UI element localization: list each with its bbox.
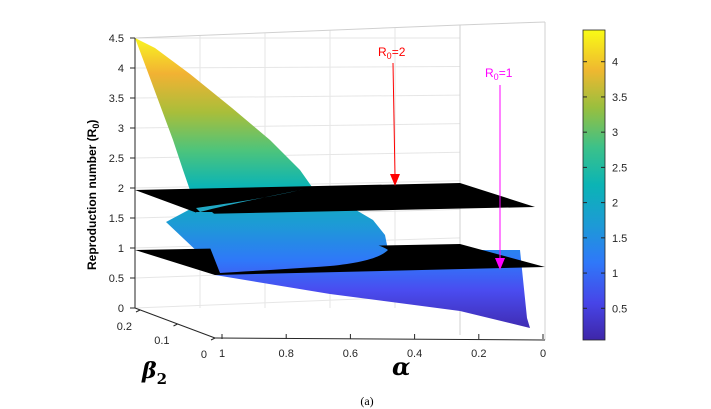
z-tick-label: 4.5 xyxy=(109,33,124,45)
beta-tick-label: 0.1 xyxy=(154,335,169,347)
z-axis-ticks: 0 0.5 1 1.5 2 2.5 3 3.5 4 4.5 xyxy=(109,33,135,315)
colorbar-tick-label: 1.5 xyxy=(612,233,627,245)
colorbar: 0.5 1 1.5 2 2.5 3 3.5 4 xyxy=(582,29,627,341)
z-tick-label: 1 xyxy=(118,243,124,255)
colorbar-tick-label: 0.5 xyxy=(612,303,627,315)
svg-text:R0=1: R0=1 xyxy=(485,66,513,82)
beta-tick-mark xyxy=(210,337,216,341)
z-tick-label: 3 xyxy=(118,123,124,135)
surface-curve-r0-2 xyxy=(196,187,312,212)
alpha-axis-ticks: 1 0.8 0.6 0.4 0.2 0 xyxy=(219,334,546,360)
z-tick-label: 1.5 xyxy=(109,213,124,225)
z-tick-label: 2.5 xyxy=(109,153,124,165)
colorbar-tick-label: 2.5 xyxy=(612,162,627,174)
colorbar-tick-label: 3.5 xyxy=(612,92,627,104)
annotation-r0-2: R0=2 xyxy=(378,45,406,186)
axes-lines xyxy=(134,38,546,341)
svg-text:R0=2: R0=2 xyxy=(378,45,406,61)
colorbar-gradient xyxy=(582,29,606,341)
surface-curve-r0-1 xyxy=(196,212,388,273)
colorbar-tick-label: 4 xyxy=(612,57,618,69)
colorbar-ticks: 0.5 1 1.5 2 2.5 3 3.5 4 xyxy=(583,57,627,315)
colorbar-tick-label: 1 xyxy=(612,268,618,280)
z-tick-label: 2 xyxy=(118,183,124,195)
alpha-tick-label: 0 xyxy=(540,348,546,360)
surface-upper-region xyxy=(135,38,312,206)
alpha-tick-label: 0.8 xyxy=(279,348,294,360)
colorbar-tick-label: 3 xyxy=(612,127,618,139)
alpha-tick-label: 0.4 xyxy=(407,348,422,360)
surface-edges xyxy=(196,187,388,273)
surface xyxy=(135,38,530,328)
colorbar-tick-label: 2 xyxy=(612,198,618,210)
annotation-r0-1: R0=1 xyxy=(485,66,513,270)
z-grid-line xyxy=(134,66,461,69)
alpha-tick-label: 0.2 xyxy=(471,348,486,360)
alpha-tick-label: 1 xyxy=(219,348,225,360)
z-tick-label: 0 xyxy=(118,303,124,315)
z-tick-label: 0.5 xyxy=(109,273,124,285)
beta-tick-label: 0 xyxy=(201,349,207,361)
beta-tick-mark xyxy=(173,323,178,327)
z-tick-label: 3.5 xyxy=(109,93,124,105)
alpha-tick-label: 0.6 xyxy=(343,348,358,360)
plane-r0-2 xyxy=(135,183,535,214)
alpha-axis-label: α xyxy=(392,352,410,381)
beta-axis-ticks: 0 0.1 0.2 xyxy=(117,309,216,361)
figure-caption: (a) xyxy=(360,394,373,408)
z-axis-label: Reproduction number (R0) xyxy=(85,120,101,270)
beta-axis-label: β2 xyxy=(141,358,167,388)
beta-tick-label: 0.2 xyxy=(117,321,132,333)
z-tick-label: 4 xyxy=(118,63,124,75)
beta-tick-mark xyxy=(135,309,141,313)
